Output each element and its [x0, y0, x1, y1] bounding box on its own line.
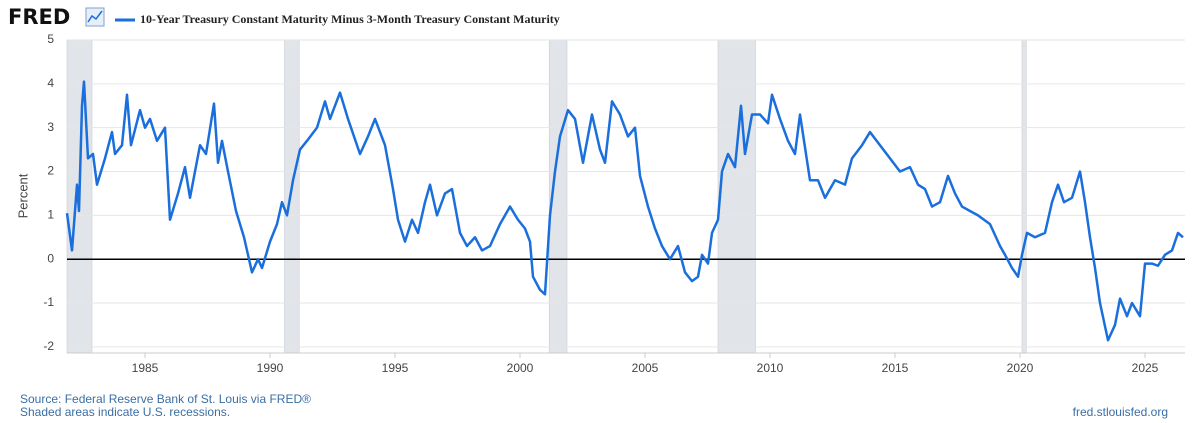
source: Source: Federal Reserve Bank of St. Loui…	[20, 392, 311, 406]
legend-label: 10-Year Treasury Constant Maturity Minus…	[140, 12, 560, 26]
site: fred.stlouisfed.org	[1073, 405, 1168, 419]
recession-band	[717, 39, 756, 354]
brand-icon	[85, 7, 105, 27]
x-tick-label: 2000	[507, 361, 534, 375]
y-axis-label: Percent	[15, 173, 30, 218]
x-tick-label: 2025	[1132, 361, 1159, 375]
x-tick-label: 2020	[1007, 361, 1034, 375]
x-tick-label: 1985	[132, 361, 159, 375]
recession-band	[1021, 39, 1027, 354]
y-tick-label: 4	[47, 76, 54, 90]
x-tick-label: 2005	[632, 361, 659, 375]
x-tick-label: 1990	[257, 361, 284, 375]
recession-band	[284, 39, 300, 354]
y-tick-label: 3	[47, 120, 54, 134]
series-line	[65, 80, 1184, 342]
y-tick-label: 0	[47, 251, 54, 265]
brand: FRED	[8, 5, 70, 29]
y-tick-label: -2	[43, 339, 54, 353]
y-tick-label: 1	[47, 208, 54, 222]
note: Shaded areas indicate U.S. recessions.	[20, 405, 230, 419]
x-tick-label: 2010	[757, 361, 784, 375]
y-tick-label: 2	[47, 164, 54, 178]
y-tick-label: -1	[43, 295, 54, 309]
y-tick-label: 5	[47, 32, 54, 46]
x-tick-label: 2015	[882, 361, 909, 375]
x-tick-label: 1995	[382, 361, 409, 375]
